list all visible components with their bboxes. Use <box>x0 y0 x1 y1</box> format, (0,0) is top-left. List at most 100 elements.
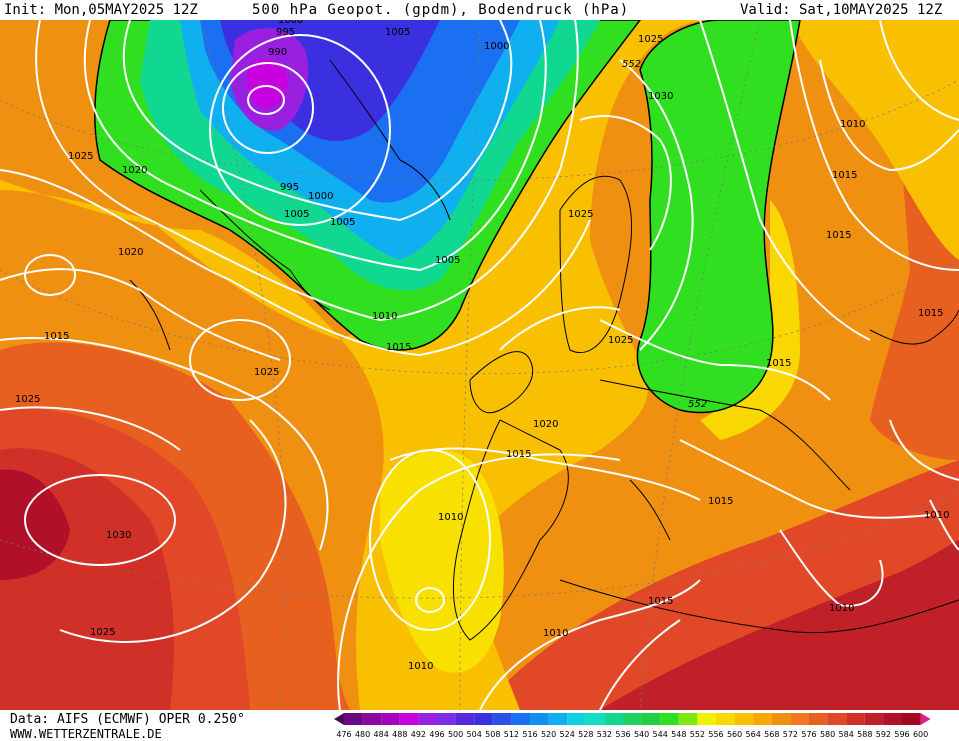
scale-box <box>697 713 716 725</box>
isobar-label: 1015 <box>506 449 531 460</box>
scale-box <box>883 713 902 725</box>
isobar-label: 1015 <box>918 308 943 319</box>
scale-box <box>399 713 419 725</box>
scale-label: 512 <box>504 730 519 739</box>
isobar-label: 1015 <box>648 596 673 607</box>
coastlines <box>129 59 959 641</box>
field-iberia-yellow <box>380 450 504 673</box>
scale-label: 592 <box>876 730 891 739</box>
field-ne-yellow-2 <box>700 200 800 440</box>
scale-label: 540 <box>634 730 649 739</box>
isobar-label: 1015 <box>708 496 733 507</box>
isobar-label: 1025 <box>638 34 663 45</box>
scale-box <box>809 713 828 725</box>
scale-box <box>492 713 512 725</box>
scale-label: 596 <box>894 730 909 739</box>
scale-box <box>530 713 549 725</box>
isobar-label: 1025 <box>608 335 633 346</box>
isobar-lines <box>0 20 959 710</box>
weather-map: 1000 995 990 1005 1000 1025 1030 1010 10… <box>0 20 959 710</box>
scale-box <box>902 713 921 725</box>
scale-box <box>511 713 530 725</box>
scale-label: 600 <box>913 730 928 739</box>
isobar-label: 1015 <box>386 342 411 353</box>
color-scale: 476 480 484 488 492 496 500 504 508 512 516 520 524 5… <box>334 713 931 739</box>
scale-box <box>604 713 623 725</box>
isobar-labels: 1000 995 990 1005 1000 1025 1030 1010 10… <box>15 20 949 672</box>
isobar-label: 1030 <box>648 91 673 102</box>
scale-box <box>827 713 847 725</box>
scale-label: 568 <box>764 730 779 739</box>
init-time: Init: Mon,05MAY2025 12Z <box>4 2 198 18</box>
scale-label: 496 <box>429 730 444 739</box>
isobar-label: 1010 <box>372 311 397 322</box>
isobar-label: 1010 <box>543 628 568 639</box>
scale-box <box>864 713 884 725</box>
isobar-label: 1005 <box>435 255 460 266</box>
scale-box <box>846 713 865 725</box>
scale-boxes <box>334 713 931 725</box>
scale-label: 480 <box>355 730 370 739</box>
geopotential-label: 552 <box>622 59 641 70</box>
scale-box <box>623 713 642 725</box>
isobar-label: 1030 <box>106 530 131 541</box>
scale-label: 572 <box>783 730 798 739</box>
website: WWW.WETTERZENTRALE.DE <box>10 727 162 741</box>
isobar-label: 1000 <box>278 20 303 26</box>
chart-title: 500 hPa Geopot. (gpdm), Bodendruck (hPa) <box>252 2 630 18</box>
scale-label: 504 <box>467 730 482 739</box>
scale-label: 532 <box>597 730 612 739</box>
scale-label: 564 <box>746 730 761 739</box>
scale-label: 536 <box>615 730 630 739</box>
scale-box <box>771 713 791 725</box>
isobar-label: 1015 <box>766 358 791 369</box>
field-low-core <box>247 59 288 109</box>
scale-label: 552 <box>690 730 705 739</box>
isobar-label: 990 <box>268 47 287 58</box>
scale-box <box>790 713 809 725</box>
scale-label: 576 <box>801 730 816 739</box>
scale-label: 520 <box>541 730 556 739</box>
scale-label: 488 <box>392 730 407 739</box>
valid-time: Valid: Sat,10MAY2025 12Z <box>740 2 943 18</box>
scale-label: 544 <box>653 730 668 739</box>
isobar-label: 1005 <box>330 217 355 228</box>
isobar-label: 1000 <box>308 191 333 202</box>
scale-label: 528 <box>578 730 593 739</box>
scale-box <box>734 713 754 725</box>
scale-label: 476 <box>336 730 351 739</box>
scale-label: 484 <box>374 730 389 739</box>
scale-box <box>455 713 475 725</box>
isobar-label: 1010 <box>438 512 463 523</box>
isobar-label: 1020 <box>118 247 143 258</box>
scale-box <box>362 713 382 725</box>
field-yellow-ridge <box>0 20 720 710</box>
scale-box <box>548 713 568 725</box>
scale-box <box>753 713 772 725</box>
scale-box <box>437 713 456 725</box>
data-source: Data: AIFS (ECMWF) OPER 0.250° <box>10 712 245 727</box>
isobar-label: 995 <box>280 182 299 193</box>
scale-label: 580 <box>820 730 835 739</box>
scale-arrow-left <box>334 713 344 725</box>
isobar-label: 1000 <box>484 41 509 52</box>
scale-label: 584 <box>839 730 854 739</box>
scale-box <box>418 713 437 725</box>
isobar-label: 1025 <box>254 367 279 378</box>
scale-label: 548 <box>671 730 686 739</box>
scale-labels: 476 480 484 488 492 496 500 504 508 512 516 520 524 5… <box>336 730 928 739</box>
scale-label: 588 <box>857 730 872 739</box>
scale-label: 524 <box>560 730 575 739</box>
scale-box <box>660 713 679 725</box>
field-scandinavia-trough <box>636 20 801 414</box>
scale-box <box>641 713 661 725</box>
isobar-label: 1025 <box>68 151 93 162</box>
isobar-label: 1010 <box>840 119 865 130</box>
scale-label: 508 <box>485 730 500 739</box>
isobar-label: 1005 <box>385 27 410 38</box>
isobar-label: 1015 <box>826 230 851 241</box>
isobar-label: 1020 <box>533 419 558 430</box>
field-ne-yellow <box>790 20 959 260</box>
scale-box <box>474 713 493 725</box>
isobar-label: 1010 <box>408 661 433 672</box>
